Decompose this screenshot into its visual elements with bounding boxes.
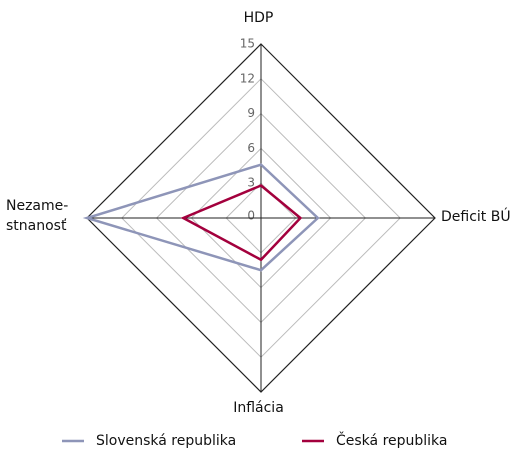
tick-label: 6 <box>247 141 255 155</box>
series-line <box>82 163 320 272</box>
axis-label: Nezame- stnanosť <box>6 198 69 234</box>
legend-label: Česká republika <box>336 431 448 449</box>
tick-label: 0 <box>247 209 255 223</box>
axis-label: Inflácia <box>233 400 284 416</box>
axis-label: HDP <box>243 10 274 26</box>
legend-label: Slovenská republika <box>96 433 236 449</box>
tick-label: 3 <box>247 176 255 190</box>
tick-label: 9 <box>247 106 255 120</box>
tick-label: 12 <box>240 71 255 85</box>
axis-label: Deficit BÚ <box>441 209 511 225</box>
series-line <box>180 184 303 262</box>
tick-label: 15 <box>240 37 255 51</box>
